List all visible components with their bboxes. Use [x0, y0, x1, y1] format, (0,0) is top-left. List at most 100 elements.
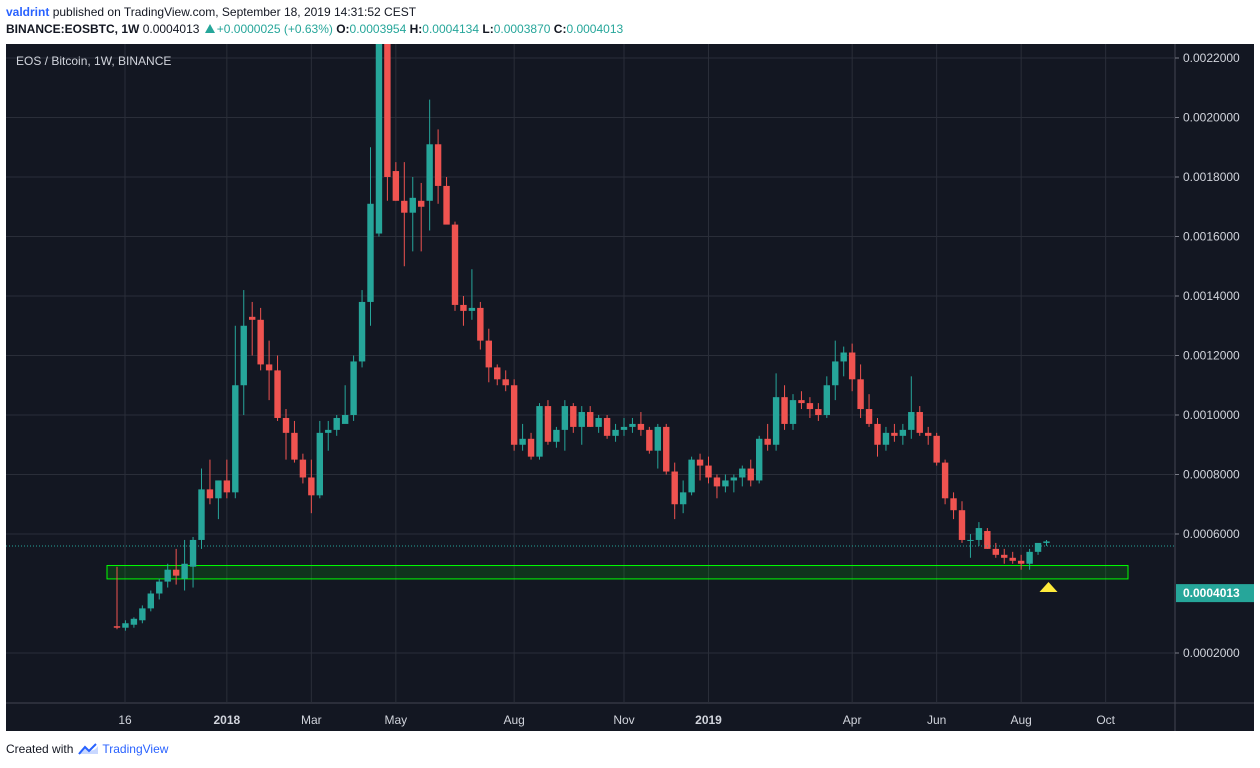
candle-body [1043, 541, 1050, 543]
candle-body [409, 197, 416, 213]
candle-body [1017, 560, 1025, 564]
candle-body [832, 361, 839, 386]
candle-body [975, 528, 983, 540]
candle-body [950, 498, 957, 511]
candle-body [249, 316, 256, 320]
candle-body [172, 569, 180, 576]
candle-body [933, 435, 940, 463]
candle-body [663, 426, 670, 472]
candle-body [485, 340, 492, 368]
candle-body [925, 432, 932, 436]
x-tick-label: Nov [613, 713, 634, 727]
high-label: H: [409, 22, 423, 36]
candle-body [730, 477, 738, 481]
candle-body [848, 352, 856, 380]
price-chart[interactable]: 0.0022000 0.0020000 0.0018000 0.0016000 0.00… [0, 0, 1260, 740]
open-value: 0.0003954 [349, 22, 407, 36]
candle-body [418, 200, 425, 207]
candle-body [527, 438, 535, 457]
candle-body [502, 379, 509, 386]
candle-body [426, 144, 433, 201]
x-tick-label: Aug [503, 713, 524, 727]
candle-body [1001, 554, 1008, 558]
change-value: +0.0000025 (+0.63%) [216, 22, 333, 36]
candle-body [806, 403, 814, 410]
candle-body [823, 385, 830, 415]
symbol-label: BINANCE:EOSBTC, 1W [6, 22, 140, 36]
candle-body [316, 432, 323, 496]
marker-triangle-icon [1039, 582, 1058, 592]
candle-body [519, 438, 526, 445]
candle-body [781, 397, 788, 424]
candle-body [612, 429, 619, 436]
candle-body [350, 361, 357, 415]
last-price-tag-label: 0.0004013 [1183, 586, 1240, 600]
candle-body [299, 459, 307, 478]
published-text: published on TradingView.com, September … [52, 5, 417, 19]
candle-body [679, 492, 687, 505]
created-with-text: Created with [6, 742, 74, 756]
y-tick-label: 0.0016000 [1183, 230, 1240, 244]
author-link[interactable]: valdrint [6, 5, 50, 19]
candle-body [384, 44, 391, 177]
candle-body [274, 370, 281, 418]
ohlc-bar: BINANCE:EOSBTC, 1W 0.0004013 +0.0000025 … [6, 22, 623, 36]
y-tick-label: 0.0020000 [1183, 111, 1240, 125]
candle-body [181, 563, 188, 579]
candle-body [882, 432, 890, 445]
candle-body [375, 44, 383, 234]
candle-body [358, 301, 366, 362]
y-tick-label: 0.0006000 [1183, 527, 1240, 541]
candle-body [992, 548, 999, 555]
candle-body [130, 618, 138, 625]
candle-body [637, 423, 645, 430]
last-price-tag [1176, 584, 1254, 603]
candle-body [865, 409, 873, 424]
candle-body [392, 171, 400, 201]
candle-body [815, 409, 822, 415]
candle-body [620, 426, 628, 430]
candle-body [671, 471, 678, 505]
candle-body [789, 400, 797, 424]
plot-area[interactable] [6, 44, 1175, 703]
candle-body [215, 480, 222, 499]
candle-body [333, 417, 340, 430]
price-axis[interactable] [1175, 44, 1254, 703]
low-value: 0.0003870 [493, 22, 551, 36]
candle-body [874, 423, 881, 445]
candle-body [713, 477, 721, 487]
chart-title: EOS / Bitcoin, 1W, BINANCE [16, 54, 171, 68]
candle-body [629, 423, 636, 427]
candle-body [696, 459, 704, 466]
x-tick-label: Aug [1010, 713, 1031, 727]
candle-body [325, 429, 332, 433]
x-tick-label: Mar [301, 713, 322, 727]
candle-body [688, 459, 695, 493]
x-tick-label: 2019 [695, 713, 722, 727]
y-tick-label: 0.0008000 [1183, 468, 1240, 482]
candle-body [756, 438, 763, 481]
candle-body [595, 417, 602, 427]
candle-body [122, 623, 129, 628]
low-label: L: [482, 22, 494, 36]
time-axis[interactable] [6, 703, 1254, 731]
publish-info: valdrint published on TradingView.com, S… [6, 5, 416, 19]
tradingview-link[interactable]: TradingView [102, 742, 169, 756]
y-tick-label: 0.0018000 [1183, 170, 1240, 184]
candle-body [654, 426, 661, 451]
candle-body [223, 480, 231, 493]
candle-body [857, 379, 864, 410]
candles [113, 44, 1050, 631]
candle-body [908, 412, 915, 430]
candle-body [257, 319, 264, 365]
candle-body [451, 224, 459, 305]
footer: Created with TradingView [6, 742, 168, 756]
x-tick-label: Oct [1096, 713, 1115, 727]
candle-body [443, 185, 450, 225]
candle-body [891, 432, 898, 436]
candle-body [460, 304, 467, 311]
candle-body [164, 569, 171, 582]
candle-body [646, 429, 653, 451]
candle-body [401, 200, 408, 213]
tradingview-logo-icon [78, 743, 99, 755]
